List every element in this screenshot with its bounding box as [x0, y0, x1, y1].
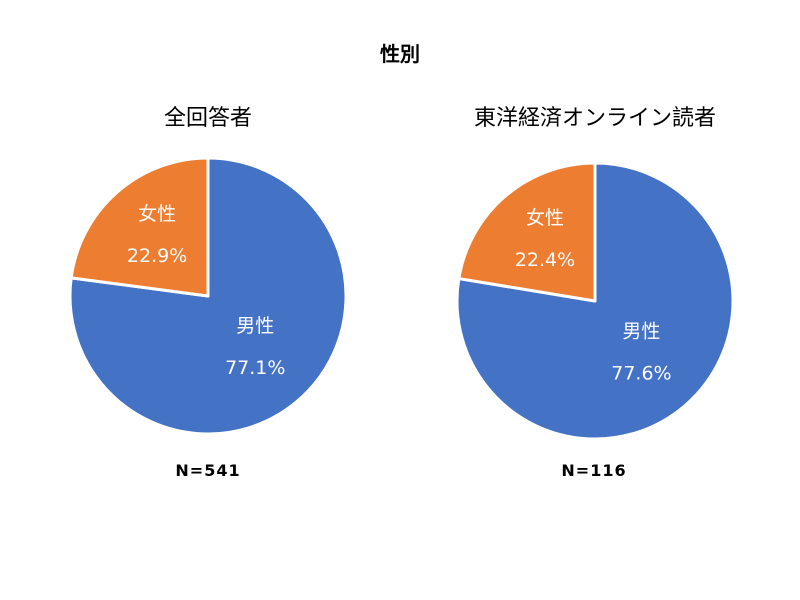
pie-slice-all-respondents-male	[68, 156, 348, 436]
slice-value-label-toyo-keizai-readers-female: 22.4%	[515, 249, 575, 271]
sample-size-toyo-keizai-readers: N=116	[561, 461, 627, 480]
slice-category-label-toyo-keizai-readers-male: 男性	[622, 321, 660, 343]
pie-slice-all-respondents-female	[69, 156, 210, 298]
slice-category-label-toyo-keizai-readers-female: 女性	[526, 207, 564, 229]
slice-value-label-all-respondents-female: 22.9%	[127, 245, 187, 267]
pie-slice-toyo-keizai-readers-female	[457, 161, 597, 303]
slice-category-label-all-respondents-male: 男性	[236, 315, 274, 337]
sample-size-all-respondents: N=541	[175, 461, 241, 480]
chart-title-toyo-keizai-readers: 東洋経済オンライン読者	[473, 106, 716, 131]
page-title: 性別	[380, 42, 420, 66]
slice-value-label-all-respondents-male: 77.1%	[225, 357, 285, 379]
chart-title-all-respondents: 全回答者	[163, 106, 252, 131]
slice-category-label-all-respondents-female: 女性	[138, 203, 176, 225]
slice-value-label-toyo-keizai-readers-male: 77.6%	[611, 363, 671, 385]
